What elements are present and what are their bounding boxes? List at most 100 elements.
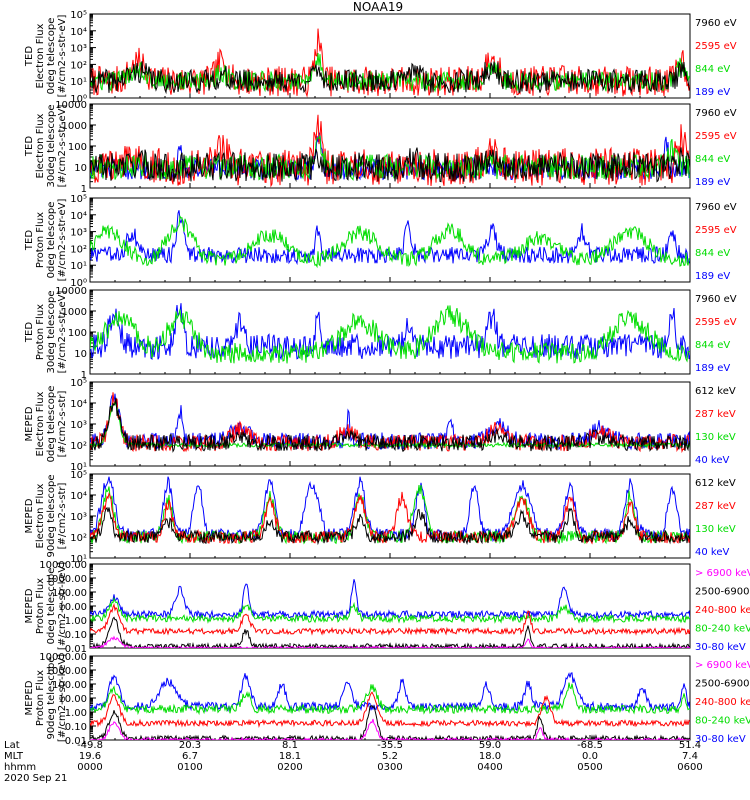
y-tick-label: 10⁴	[70, 399, 87, 410]
footer-tick-mlt: 5.2	[382, 751, 398, 762]
y-tick-label: 10¹	[70, 554, 87, 565]
y-axis-label-line: Proton Flux	[35, 670, 46, 726]
series-line-1	[90, 303, 690, 361]
y-tick-label: 0.10	[65, 630, 87, 641]
footer-tick-lat: 59.0	[479, 740, 501, 751]
legend-entry: 2595 eV	[695, 225, 737, 236]
y-tick-label: 1000.00	[46, 574, 87, 585]
y-tick-label: 10⁰	[70, 94, 87, 105]
legend-entry: 2500-6900	[695, 587, 750, 598]
panel-frame	[89, 103, 691, 189]
y-axis-label-line: 90deg telescope	[46, 474, 57, 557]
y-axis-label-line: [#/cm2-s-str-keV]	[57, 562, 68, 650]
y-tick-label: 10⁴	[70, 27, 87, 38]
y-tick-label: 1000	[62, 121, 87, 132]
y-tick-label: 10²	[70, 244, 87, 255]
legend-entry: 7960 eV	[695, 202, 737, 213]
y-tick-label: 1000	[62, 307, 87, 318]
y-axis-label-line: MEPED	[24, 588, 35, 623]
panel-frame	[89, 197, 691, 283]
y-axis-label-line: [#/cm2-s-str-eV]	[57, 199, 68, 282]
panel-1: 10⁰ 10¹ 10² 10³ 10⁴ 10⁵ TED Electron Flux 0deg t…	[24, 10, 737, 105]
legend-entry: 130 keV	[695, 524, 736, 535]
y-tick-label: 10000.00	[39, 560, 87, 571]
footer-tick-hhmm: 0200	[277, 762, 302, 773]
legend-entry: 7960 eV	[695, 294, 737, 305]
y-axis-label-line: [#/cm2-s-str]	[57, 482, 68, 549]
footer-tick-lat: -35.5	[377, 740, 403, 751]
legend-entry: 189 eV	[695, 363, 730, 374]
y-tick-label: 10¹	[70, 261, 87, 272]
y-tick-label: 100	[68, 328, 87, 339]
y-tick-label: 100.00	[52, 680, 87, 691]
y-axis-label-line: 30deg telescope	[46, 104, 57, 187]
footer-tick-lat: -68.5	[577, 740, 603, 751]
y-tick-label: 10	[74, 349, 87, 360]
footer-row-label: Lat	[4, 740, 20, 751]
y-axis-label-line: MEPED	[24, 680, 35, 715]
footer-date: 2020 Sep 21	[4, 773, 67, 784]
legend-entry: 612 keV	[695, 478, 736, 489]
y-axis-label-line: 0deg telescope	[46, 386, 57, 463]
series-group	[90, 210, 690, 269]
legend-entry: 612 keV	[695, 386, 736, 397]
footer-tick-hhmm: 0300	[377, 762, 402, 773]
legend-entry: 40 keV	[695, 547, 729, 558]
chart-title: NOAA19	[353, 0, 403, 14]
footer-tick-lat: 8.1	[282, 740, 298, 751]
y-tick-label: 10⁰	[70, 278, 87, 289]
y-axis-label-line: 0deg telescope	[46, 18, 57, 95]
series-line-1	[90, 476, 690, 543]
footer-tick-hhmm: 0000	[77, 762, 102, 773]
y-axis-label-line: [#/cm2-s-str-eV]	[57, 291, 68, 374]
y-tick-label: 10²	[70, 441, 87, 452]
legend-entry: 30-80 keV	[695, 642, 746, 653]
legend-entry: 2595 eV	[695, 131, 737, 142]
panel-frame	[89, 473, 691, 559]
y-tick-label: 10¹	[70, 462, 87, 473]
footer-tick-lat: 51.4	[679, 740, 701, 751]
series-group	[90, 114, 690, 188]
legend-entry: > 6900 keV	[695, 568, 750, 579]
y-axis-label-line: Electron Flux	[35, 483, 46, 548]
series-line-4	[90, 506, 690, 546]
legend-entry: 7960 eV	[695, 108, 737, 119]
y-tick-label: 10.00	[58, 694, 87, 705]
y-tick-label: 0.10	[65, 722, 87, 733]
footer-tick-mlt: 6.7	[182, 751, 198, 762]
panel-frame	[89, 655, 691, 741]
legend-entry: 2595 eV	[695, 317, 737, 328]
y-tick-label: 1	[81, 370, 87, 381]
legend-entry: 844 eV	[695, 248, 730, 259]
legend-entry: 30-80 keV	[695, 734, 746, 745]
footer-tick-mlt: 0.0	[582, 751, 598, 762]
panel-5: 10¹ 10² 10³ 10⁴ 10⁵ MEPED Electron Flux 0deg te…	[24, 378, 736, 473]
legend-entry: 189 eV	[695, 177, 730, 188]
y-tick-label: 10³	[70, 44, 87, 55]
panel-frame	[89, 563, 691, 649]
y-axis-label-line: MEPED	[24, 498, 35, 533]
legend-entry: > 6900 keV	[695, 660, 750, 671]
y-axis-label-line: Proton Flux	[35, 304, 46, 360]
y-axis-label-line: 90deg telescope	[46, 656, 57, 739]
series-line-2	[90, 682, 690, 716]
legend-entry: 844 eV	[695, 154, 730, 165]
footer-tick-mlt: 18.1	[279, 751, 301, 762]
y-tick-label: 1000.00	[46, 666, 87, 677]
series-line-1	[90, 672, 690, 713]
y-tick-label: 100	[68, 142, 87, 153]
y-axis-label-line: 30deg telescope	[46, 290, 57, 373]
y-tick-label: 10⁵	[70, 194, 87, 205]
series-line-2	[90, 214, 690, 269]
legend-entry: 7960 eV	[695, 18, 737, 29]
footer-tick-mlt: 18.0	[479, 751, 501, 762]
panel-2: 1 10 100 1000 10000 TED Electron Flux 30deg tel…	[24, 100, 737, 195]
legend-entry: 80-240 keV	[695, 624, 750, 635]
series-group	[90, 392, 690, 454]
y-tick-label: 10³	[70, 420, 87, 431]
footer-tick-mlt: 19.6	[79, 751, 101, 762]
y-axis-label-line: Electron Flux	[35, 23, 46, 88]
series-group	[90, 28, 690, 98]
